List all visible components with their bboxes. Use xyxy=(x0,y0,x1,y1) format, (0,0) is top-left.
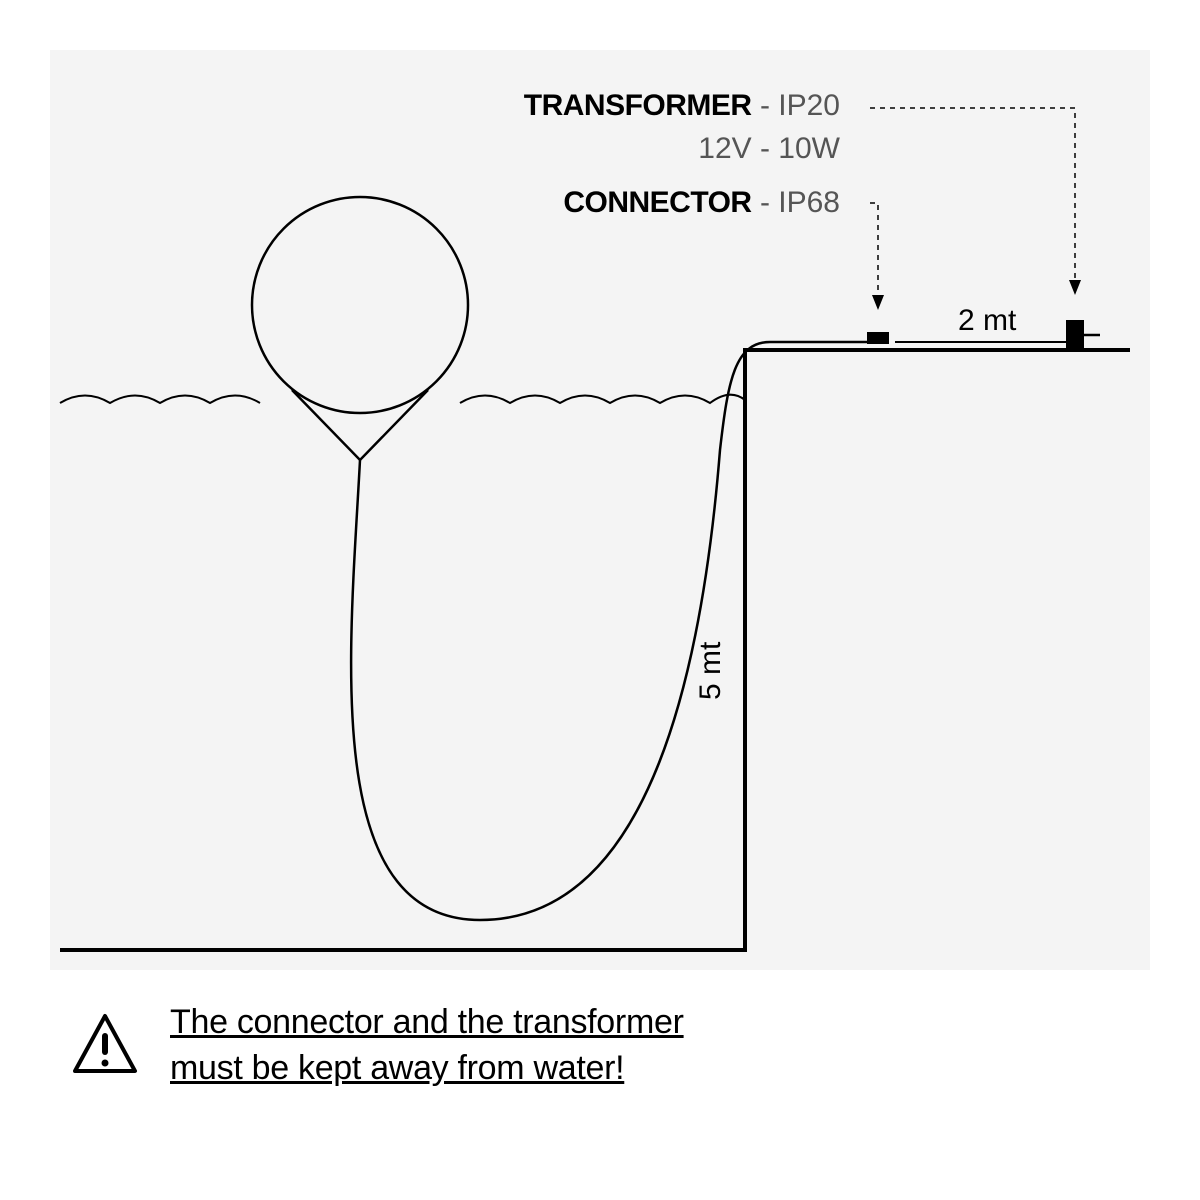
transformer-label: TRANSFORMER - IP20 xyxy=(524,89,840,122)
warning-block: The connector and the transformer must b… xyxy=(70,1000,684,1092)
leader-transformer xyxy=(870,108,1075,280)
transformer-block xyxy=(1066,320,1084,350)
float-tether xyxy=(292,390,428,460)
float-sphere xyxy=(252,197,468,413)
arrowhead-connector xyxy=(872,295,884,310)
connector-block xyxy=(867,332,889,344)
transformer-spec: 12V - 10W xyxy=(698,132,840,165)
surface-dimension: 2 mt xyxy=(958,304,1017,337)
connector-label: CONNECTOR - IP68 xyxy=(563,186,840,219)
cable xyxy=(351,342,875,920)
cable-dimension: 5 mt xyxy=(694,641,727,700)
warning-icon xyxy=(70,1011,140,1081)
arrowhead-transformer xyxy=(1069,280,1081,295)
warning-text: The connector and the transformer must b… xyxy=(170,1000,684,1092)
pool-outline xyxy=(60,350,1130,950)
water-surface xyxy=(60,395,745,403)
leader-connector xyxy=(870,203,878,295)
